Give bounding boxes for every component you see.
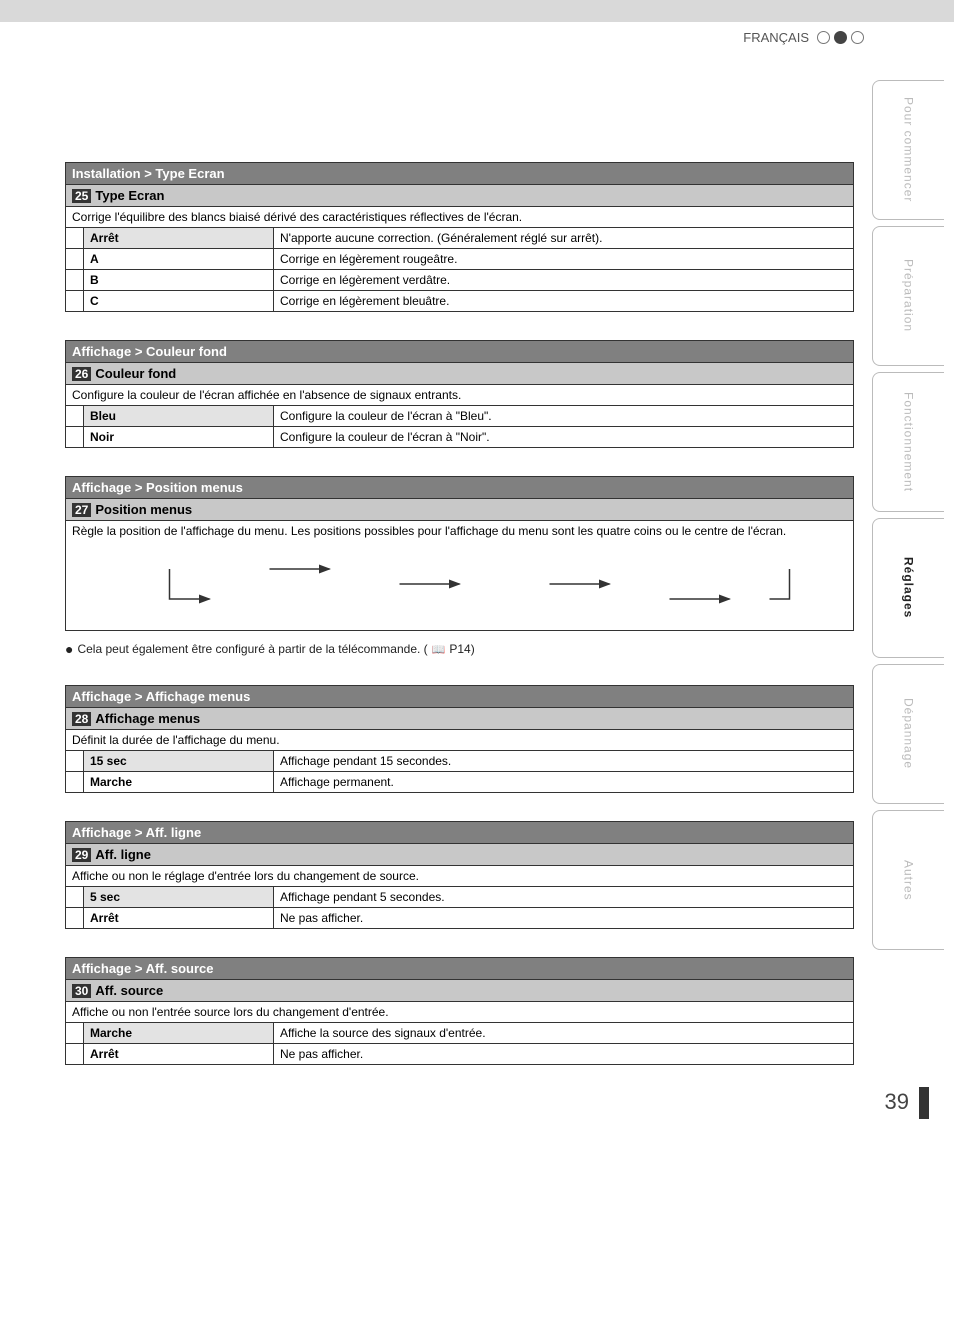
option-desc: Corrige en légèrement rougeâtre.: [274, 249, 854, 270]
option-name: B: [84, 270, 274, 291]
option-name: Arrêt: [84, 1044, 274, 1065]
option-indent: [66, 249, 84, 270]
option-row: 5 secAffichage pendant 5 secondes.: [66, 887, 854, 908]
options-table: 5 secAffichage pendant 5 secondes.ArrêtN…: [65, 886, 854, 929]
option-name: C: [84, 291, 274, 312]
option-desc: Affiche la source des signaux d'entrée.: [274, 1023, 854, 1044]
option-desc: Affichage pendant 5 secondes.: [274, 887, 854, 908]
option-row: MarcheAffiche la source des signaux d'en…: [66, 1023, 854, 1044]
options-table: ArrêtN'apporte aucune correction. (Génér…: [65, 227, 854, 312]
note-ref: P14): [449, 642, 474, 656]
options-table: BleuConfigure la couleur de l'écran à "B…: [65, 405, 854, 448]
section-27: Affichage > Position menus27 Position me…: [65, 476, 854, 657]
section-number-badge: 25: [72, 189, 91, 203]
section-title: Aff. ligne: [95, 847, 151, 862]
option-indent: [66, 908, 84, 929]
note-text: Cela peut également être configuré à par…: [77, 642, 427, 656]
option-row: MarcheAffichage permanent.: [66, 772, 854, 793]
breadcrumb: Affichage > Couleur fond: [65, 340, 854, 362]
section-description: Corrige l'équilibre des blancs biaisé dé…: [65, 206, 854, 227]
section-description: Définit la durée de l'affichage du menu.: [65, 729, 854, 750]
option-desc: Ne pas afficher.: [274, 908, 854, 929]
option-name: Noir: [84, 427, 274, 448]
option-name: 15 sec: [84, 751, 274, 772]
option-desc: Corrige en légèrement verdâtre.: [274, 270, 854, 291]
option-name: A: [84, 249, 274, 270]
breadcrumb: Affichage > Position menus: [65, 476, 854, 498]
option-name: Marche: [84, 1023, 274, 1044]
section-number-badge: 30: [72, 984, 91, 998]
option-row: ArrêtNe pas afficher.: [66, 1044, 854, 1065]
option-desc: Affichage pendant 15 secondes.: [274, 751, 854, 772]
option-indent: [66, 1044, 84, 1065]
option-desc: Affichage permanent.: [274, 772, 854, 793]
option-desc: Ne pas afficher.: [274, 1044, 854, 1065]
section-26: Affichage > Couleur fond26 Couleur fondC…: [65, 340, 854, 448]
option-indent: [66, 406, 84, 427]
section-30: Affichage > Aff. source30 Aff. sourceAff…: [65, 957, 854, 1065]
page-number-bar: [919, 1087, 929, 1119]
section-title-row: 29 Aff. ligne: [65, 843, 854, 865]
breadcrumb: Affichage > Affichage menus: [65, 685, 854, 707]
section-description: Configure la couleur de l'écran affichée…: [65, 384, 854, 405]
page-number: 39: [885, 1089, 909, 1115]
section-description: Affiche ou non l'entrée source lors du c…: [65, 1001, 854, 1022]
option-indent: [66, 270, 84, 291]
breadcrumb: Affichage > Aff. ligne: [65, 821, 854, 843]
option-row: ACorrige en légèrement rougeâtre.: [66, 249, 854, 270]
options-table: MarcheAffiche la source des signaux d'en…: [65, 1022, 854, 1065]
section-25: Installation > Type Ecran25 Type EcranCo…: [65, 162, 854, 312]
section-28: Affichage > Affichage menus28 Affichage …: [65, 685, 854, 793]
option-row: BleuConfigure la couleur de l'écran à "B…: [66, 406, 854, 427]
option-name: Arrêt: [84, 908, 274, 929]
section-number-badge: 29: [72, 848, 91, 862]
section-title: Position menus: [95, 502, 192, 517]
breadcrumb: Affichage > Aff. source: [65, 957, 854, 979]
option-indent: [66, 228, 84, 249]
section-note: ● Cela peut également être configuré à p…: [65, 641, 854, 657]
option-indent: [66, 1023, 84, 1044]
section-title-row: 25 Type Ecran: [65, 184, 854, 206]
section-title-row: 26 Couleur fond: [65, 362, 854, 384]
section-title: Aff. source: [95, 983, 163, 998]
section-title: Couleur fond: [95, 366, 176, 381]
option-row: 15 secAffichage pendant 15 secondes.: [66, 751, 854, 772]
section-description: Règle la position de l'affichage du menu…: [65, 520, 854, 541]
option-row: CCorrige en légèrement bleuâtre.: [66, 291, 854, 312]
option-name: Bleu: [84, 406, 274, 427]
section-number-badge: 28: [72, 712, 91, 726]
book-icon: 📖: [432, 643, 446, 656]
section-number-badge: 27: [72, 503, 91, 517]
section-title: Affichage menus: [95, 711, 200, 726]
option-row: ArrêtNe pas afficher.: [66, 908, 854, 929]
option-name: 5 sec: [84, 887, 274, 908]
option-indent: [66, 751, 84, 772]
option-row: NoirConfigure la couleur de l'écran à "N…: [66, 427, 854, 448]
options-table: 15 secAffichage pendant 15 secondes.Marc…: [65, 750, 854, 793]
option-name: Arrêt: [84, 228, 274, 249]
position-diagram-svg: [106, 559, 813, 609]
option-row: ArrêtN'apporte aucune correction. (Génér…: [66, 228, 854, 249]
option-indent: [66, 291, 84, 312]
option-row: BCorrige en légèrement verdâtre.: [66, 270, 854, 291]
section-title-row: 27 Position menus: [65, 498, 854, 520]
option-desc: N'apporte aucune correction. (Généraleme…: [274, 228, 854, 249]
option-name: Marche: [84, 772, 274, 793]
option-desc: Configure la couleur de l'écran à "Noir"…: [274, 427, 854, 448]
section-description: Affiche ou non le réglage d'entrée lors …: [65, 865, 854, 886]
section-29: Affichage > Aff. ligne29 Aff. ligneAffic…: [65, 821, 854, 929]
position-diagram: [65, 541, 854, 631]
section-number-badge: 26: [72, 367, 91, 381]
option-desc: Corrige en légèrement bleuâtre.: [274, 291, 854, 312]
option-indent: [66, 887, 84, 908]
section-title: Type Ecran: [95, 188, 164, 203]
option-indent: [66, 772, 84, 793]
bullet-icon: ●: [65, 641, 73, 657]
section-title-row: 30 Aff. source: [65, 979, 854, 1001]
option-indent: [66, 427, 84, 448]
option-desc: Configure la couleur de l'écran à "Bleu"…: [274, 406, 854, 427]
top-bar: [0, 0, 954, 22]
breadcrumb: Installation > Type Ecran: [65, 162, 854, 184]
section-title-row: 28 Affichage menus: [65, 707, 854, 729]
